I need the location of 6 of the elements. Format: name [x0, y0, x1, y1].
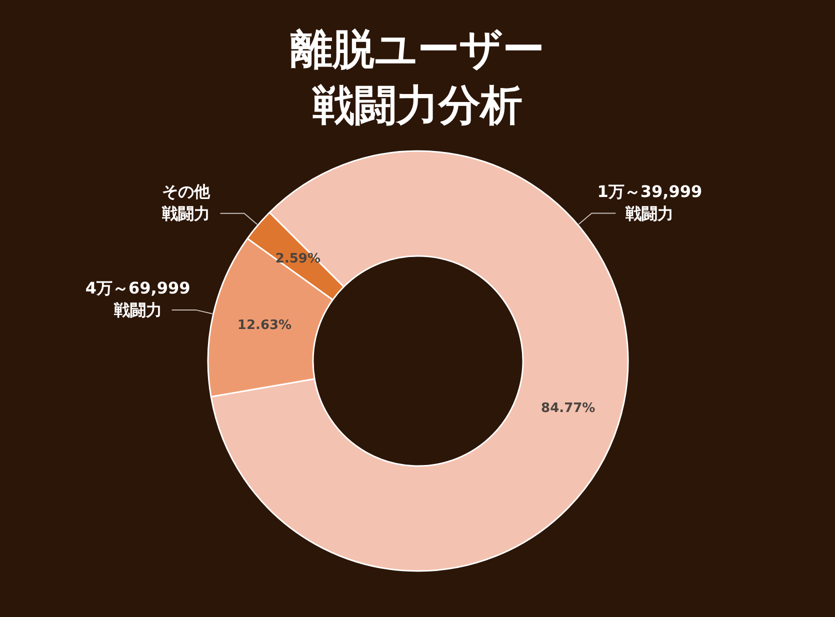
data-label: 12.63% — [237, 318, 292, 334]
slice-label: その他戦闘力 — [161, 182, 212, 223]
data-label: 84.77% — [541, 401, 596, 416]
slice-label: 1万～39,999戦闘力 — [597, 182, 702, 223]
chart-title: 離脱ユーザー戦闘力分析 — [290, 24, 544, 130]
slice-label: 4万～69,999戦闘力 — [85, 278, 190, 320]
